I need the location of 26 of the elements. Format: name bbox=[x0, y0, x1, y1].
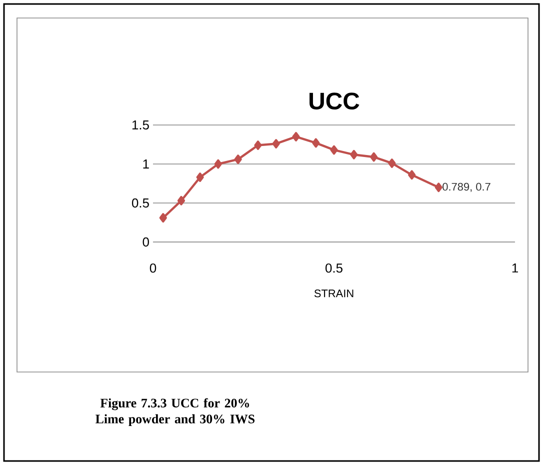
point bbox=[350, 150, 358, 160]
point bbox=[159, 213, 167, 223]
point bbox=[177, 196, 186, 206]
point bbox=[292, 132, 300, 142]
point bbox=[388, 158, 396, 168]
x-axis-title: STRAIN bbox=[314, 290, 354, 298]
point bbox=[234, 154, 242, 164]
chart-title: UCC bbox=[310, 92, 360, 110]
y-tick-label: 1 bbox=[143, 160, 149, 168]
point bbox=[214, 159, 222, 169]
y-tick-label: 0 bbox=[142, 237, 149, 247]
caption: Figure 7.3.3 UCC for 20% Lime powder and 30% IWS bbox=[96, 398, 255, 426]
x-tick-label: 0 bbox=[150, 264, 156, 273]
x-tick-label: 1 bbox=[512, 264, 518, 272]
point bbox=[272, 139, 280, 148]
y-tick-label: 1.5 bbox=[132, 120, 149, 130]
x-tick-label: 0.5 bbox=[326, 264, 342, 273]
point bbox=[434, 182, 442, 192]
point bbox=[370, 152, 378, 162]
point bbox=[196, 172, 204, 182]
annotation: 0.789, 0.7 bbox=[442, 182, 490, 192]
point bbox=[330, 145, 338, 155]
point bbox=[254, 140, 262, 150]
point bbox=[408, 170, 416, 180]
y-tick-label: 0.5 bbox=[132, 198, 149, 208]
point bbox=[312, 138, 320, 148]
